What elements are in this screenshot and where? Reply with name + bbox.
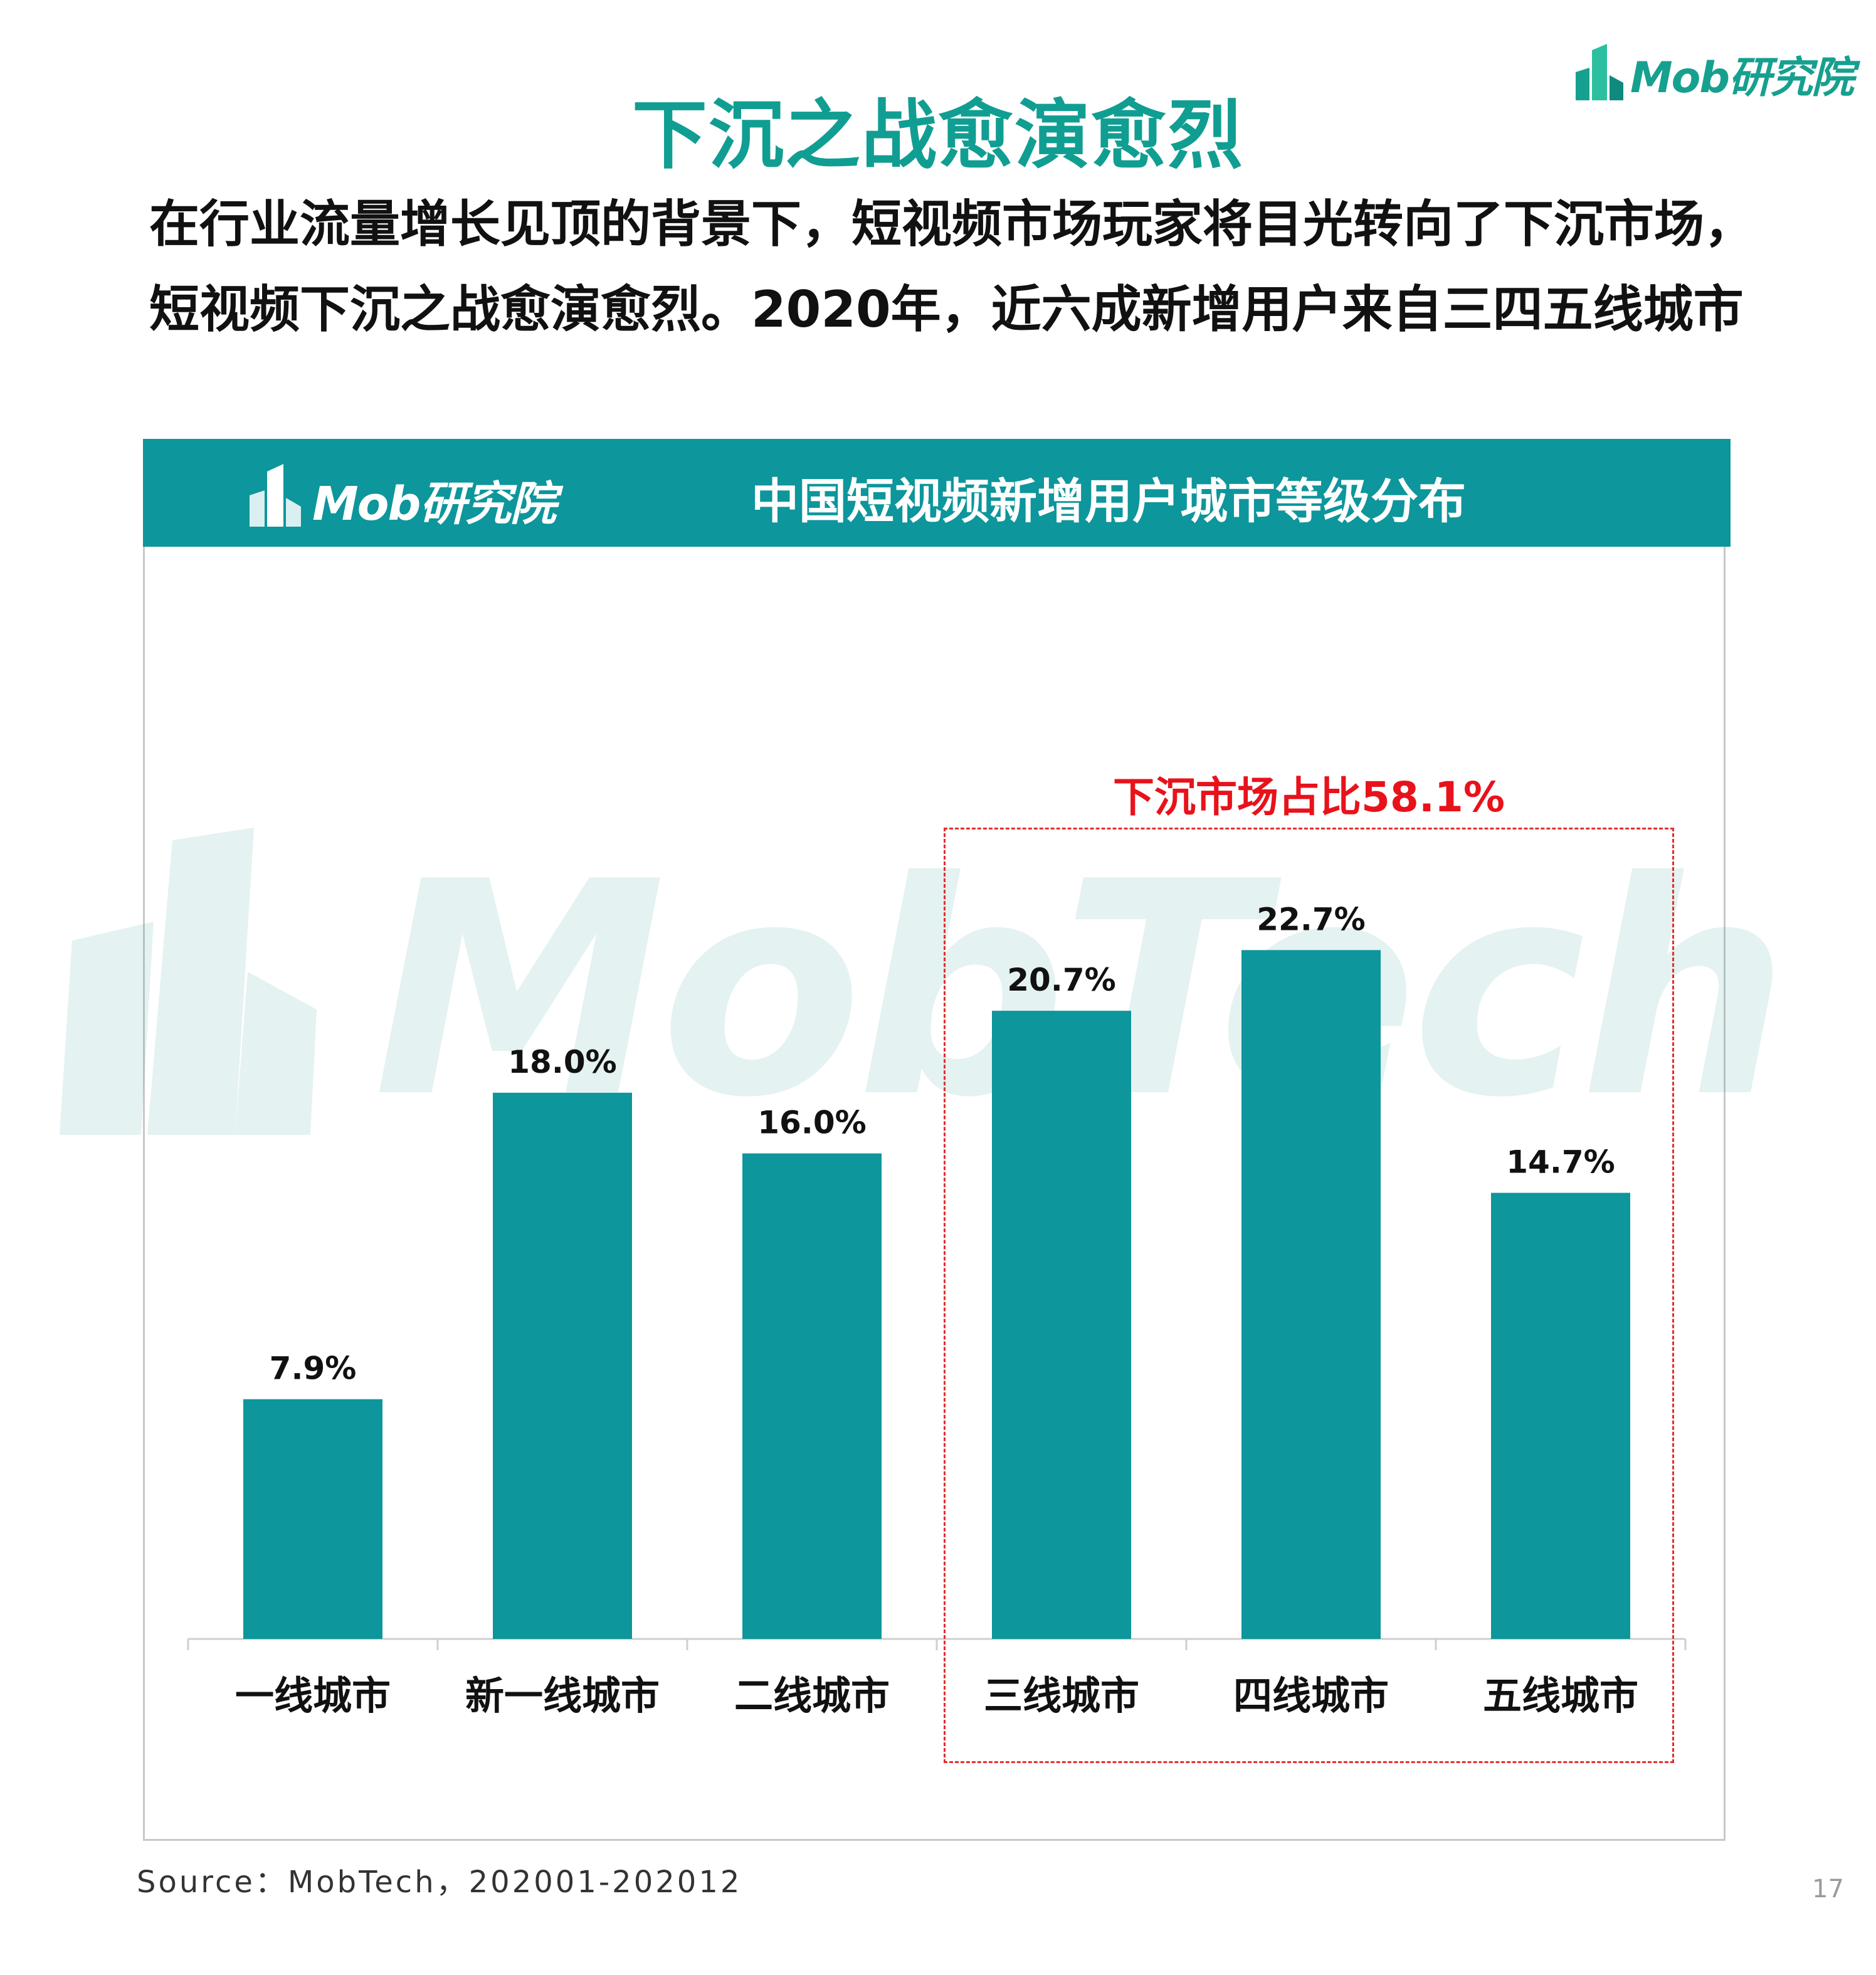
page-subtitle: 在行业流量增长见顶的背景下，短视频市场玩家将目光转向了下沉市场，短视频下沉之战愈… <box>149 195 1754 339</box>
chart-title: 中国短视频新增用户城市等级分布 <box>751 473 1466 529</box>
building-logo-icon <box>250 464 301 527</box>
lower-tier-callout-label: 下沉市场占比58.1% <box>1113 773 1505 821</box>
chart-header-bar: Mob研究院 中国短视频新增用户城市等级分布 <box>143 439 1731 547</box>
brand-logo: Mob研究院 <box>1571 38 1854 107</box>
page-number: 17 <box>1812 1875 1844 1904</box>
brand-logo-text: Mob研究院 <box>1630 53 1854 103</box>
chart-header-logo-text: Mob研究院 <box>312 477 556 531</box>
lower-tier-callout-box <box>944 828 1674 1763</box>
building-logo-icon <box>1576 44 1623 100</box>
page-title: 下沉之战愈演愈烈 <box>632 92 1244 179</box>
chart-header-logo: Mob研究院 <box>243 453 569 534</box>
source-note: Source：MobTech，202001-202012 <box>137 1865 742 1900</box>
